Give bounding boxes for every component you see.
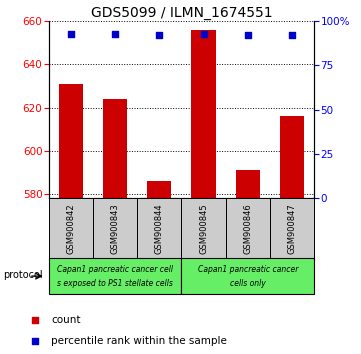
Bar <box>137 198 182 258</box>
Text: s exposed to PS1 stellate cells: s exposed to PS1 stellate cells <box>57 279 173 289</box>
Text: GSM900843: GSM900843 <box>110 203 119 254</box>
Point <box>245 33 251 38</box>
Text: GSM900846: GSM900846 <box>243 203 252 254</box>
Bar <box>280 116 304 198</box>
Point <box>112 31 118 36</box>
Bar <box>191 30 216 198</box>
Point <box>32 338 38 344</box>
Bar <box>49 258 182 294</box>
Bar <box>59 84 83 198</box>
Title: GDS5099 / ILMN_1674551: GDS5099 / ILMN_1674551 <box>91 6 272 20</box>
Text: Capan1 pancreatic cancer cell: Capan1 pancreatic cancer cell <box>57 265 173 274</box>
Point <box>68 31 74 36</box>
Bar <box>270 198 314 258</box>
Bar <box>182 198 226 258</box>
Text: cells only: cells only <box>230 279 266 289</box>
Text: GSM900842: GSM900842 <box>66 203 75 254</box>
Point <box>201 31 206 36</box>
Bar <box>93 198 137 258</box>
Text: Capan1 pancreatic cancer: Capan1 pancreatic cancer <box>197 265 298 274</box>
Text: GSM900847: GSM900847 <box>287 203 296 254</box>
Bar <box>236 170 260 198</box>
Text: GSM900844: GSM900844 <box>155 203 164 254</box>
Bar <box>182 258 314 294</box>
Point <box>32 317 38 323</box>
Point <box>156 33 162 38</box>
Text: GSM900845: GSM900845 <box>199 203 208 254</box>
Bar <box>103 99 127 198</box>
Text: protocol: protocol <box>4 270 43 280</box>
Text: count: count <box>51 315 81 325</box>
Bar <box>226 198 270 258</box>
Text: percentile rank within the sample: percentile rank within the sample <box>51 336 227 346</box>
Bar <box>147 181 171 198</box>
Bar <box>49 198 93 258</box>
Point <box>289 33 295 38</box>
